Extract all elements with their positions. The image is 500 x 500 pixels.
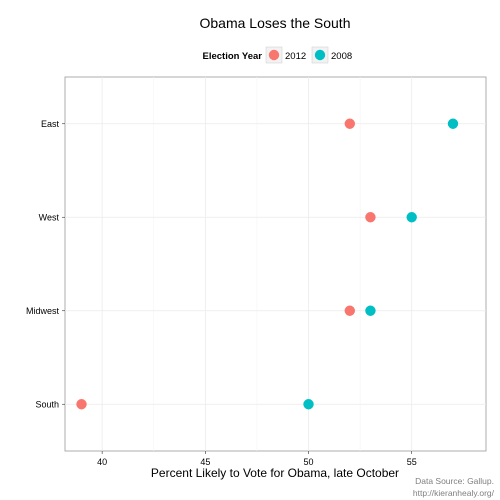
point-2008-south (303, 399, 314, 410)
x-axis: 40 45 50 55 (97, 451, 417, 467)
point-2012-midwest (344, 305, 355, 316)
x-tick-label: 55 (407, 457, 417, 467)
x-tick-label: 40 (97, 457, 107, 467)
source-line-1: Data Source: Gallup. (415, 476, 494, 486)
plot-area (64, 76, 487, 452)
y-tick-label: South (35, 399, 59, 409)
legend-title: Election Year (203, 51, 263, 62)
y-tick-label: West (39, 212, 60, 222)
legend: Election Year 2012 2008 (203, 46, 352, 64)
point-2012-west (365, 212, 376, 223)
point-2012-south (76, 399, 87, 410)
legend-marker (268, 49, 280, 61)
y-tick-label: East (41, 119, 60, 129)
point-2008-midwest (365, 305, 376, 316)
point-2008-west (406, 212, 417, 223)
legend-label: 2012 (285, 51, 306, 62)
point-2012-east (344, 118, 355, 129)
plot-panel (64, 76, 487, 452)
chart-title: Obama Loses the South (200, 15, 351, 31)
legend-label: 2008 (331, 51, 352, 62)
legend-marker (314, 49, 326, 61)
x-tick-label: 45 (200, 457, 210, 467)
y-axis: South Midwest West East (26, 119, 65, 409)
y-tick-label: Midwest (26, 306, 60, 316)
x-axis-label: Percent Likely to Vote for Obama, late O… (151, 466, 399, 480)
x-tick-label: 50 (304, 457, 314, 467)
source-line-2: http://kieranhealy.org/ (413, 488, 495, 498)
point-2008-east (447, 118, 459, 129)
